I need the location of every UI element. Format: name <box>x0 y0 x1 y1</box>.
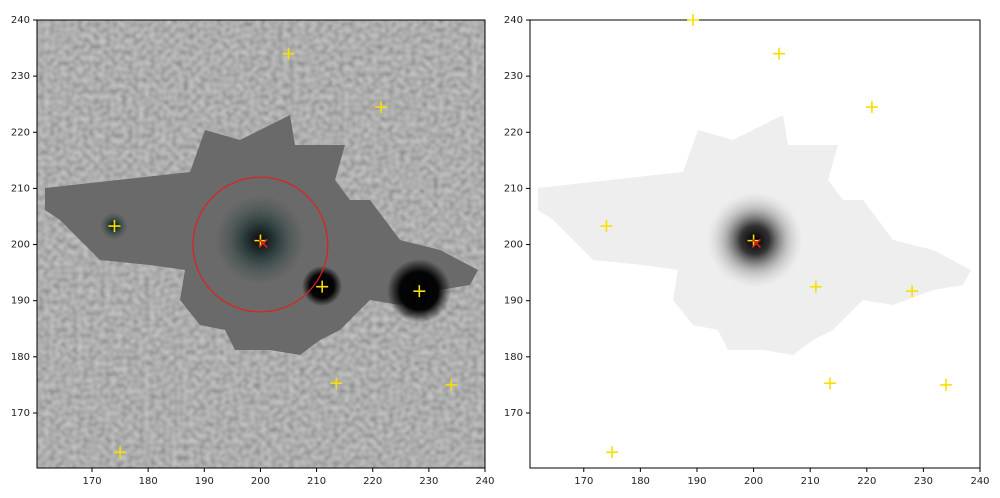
source-marker <box>751 238 761 249</box>
y-tick-label: 230 <box>504 71 523 82</box>
x-tick-label: 220 <box>363 476 382 487</box>
axes-frame <box>529 19 981 469</box>
y-tick-label: 240 <box>11 15 30 26</box>
y-tick-label: 210 <box>504 183 523 194</box>
x-tick-label: 190 <box>195 476 214 487</box>
y-tick-label: 170 <box>504 408 523 419</box>
source-marker <box>865 101 878 114</box>
y-tick-label: 240 <box>504 15 523 26</box>
source-marker <box>809 280 822 293</box>
source-marker <box>445 378 458 391</box>
source-marker <box>330 377 343 390</box>
source-marker <box>375 101 388 114</box>
right-panel: 170 180 190 200 210 220 230 240 170 180 190 200 210 2… <box>504 14 990 487</box>
x-tick-label: 220 <box>857 476 876 487</box>
source-marker <box>773 47 786 60</box>
x-tick-label: 230 <box>419 476 438 487</box>
x-tick-label: 240 <box>970 476 989 487</box>
x-tick-label: 180 <box>139 476 158 487</box>
source-marker <box>906 285 919 298</box>
y-tick-label: 180 <box>504 352 523 363</box>
y-tick-label: 170 <box>11 408 30 419</box>
x-tick-label: 210 <box>307 476 326 487</box>
x-tick-label: 200 <box>744 476 763 487</box>
source-marker <box>606 446 619 459</box>
source-marker <box>258 238 268 249</box>
source-marker <box>114 446 127 459</box>
y-tick-label: 220 <box>504 127 523 138</box>
source-marker <box>600 220 613 233</box>
y-tick-label: 190 <box>11 296 30 307</box>
axes-frame <box>36 19 486 469</box>
source-marker <box>316 280 329 293</box>
y-tick-label: 230 <box>11 71 30 82</box>
y-tick-label: 190 <box>504 296 523 307</box>
source-marker <box>413 285 426 298</box>
x-tick-label: 180 <box>631 476 650 487</box>
x-tick-label: 190 <box>687 476 706 487</box>
source-marker <box>687 14 700 26</box>
y-tick-label: 200 <box>504 240 523 251</box>
x-tick-label: 230 <box>914 476 933 487</box>
aperture-circle <box>192 176 329 313</box>
x-tick-label: 200 <box>251 476 270 487</box>
y-tick-label: 180 <box>11 352 30 363</box>
y-tick-label: 200 <box>11 240 30 251</box>
source-marker <box>282 47 295 60</box>
source-marker <box>824 377 836 390</box>
x-tick-label: 210 <box>801 476 820 487</box>
x-tick-label: 240 <box>475 476 494 487</box>
source-marker <box>108 220 121 233</box>
y-tick-label: 220 <box>11 127 30 138</box>
x-tick-label: 170 <box>82 476 101 487</box>
left-panel: 170 180 190 200 210 220 230 240 170 180 190 200 210 2… <box>11 15 495 487</box>
x-tick-label: 170 <box>574 476 593 487</box>
y-tick-label: 210 <box>11 183 30 194</box>
source-marker <box>940 378 953 391</box>
